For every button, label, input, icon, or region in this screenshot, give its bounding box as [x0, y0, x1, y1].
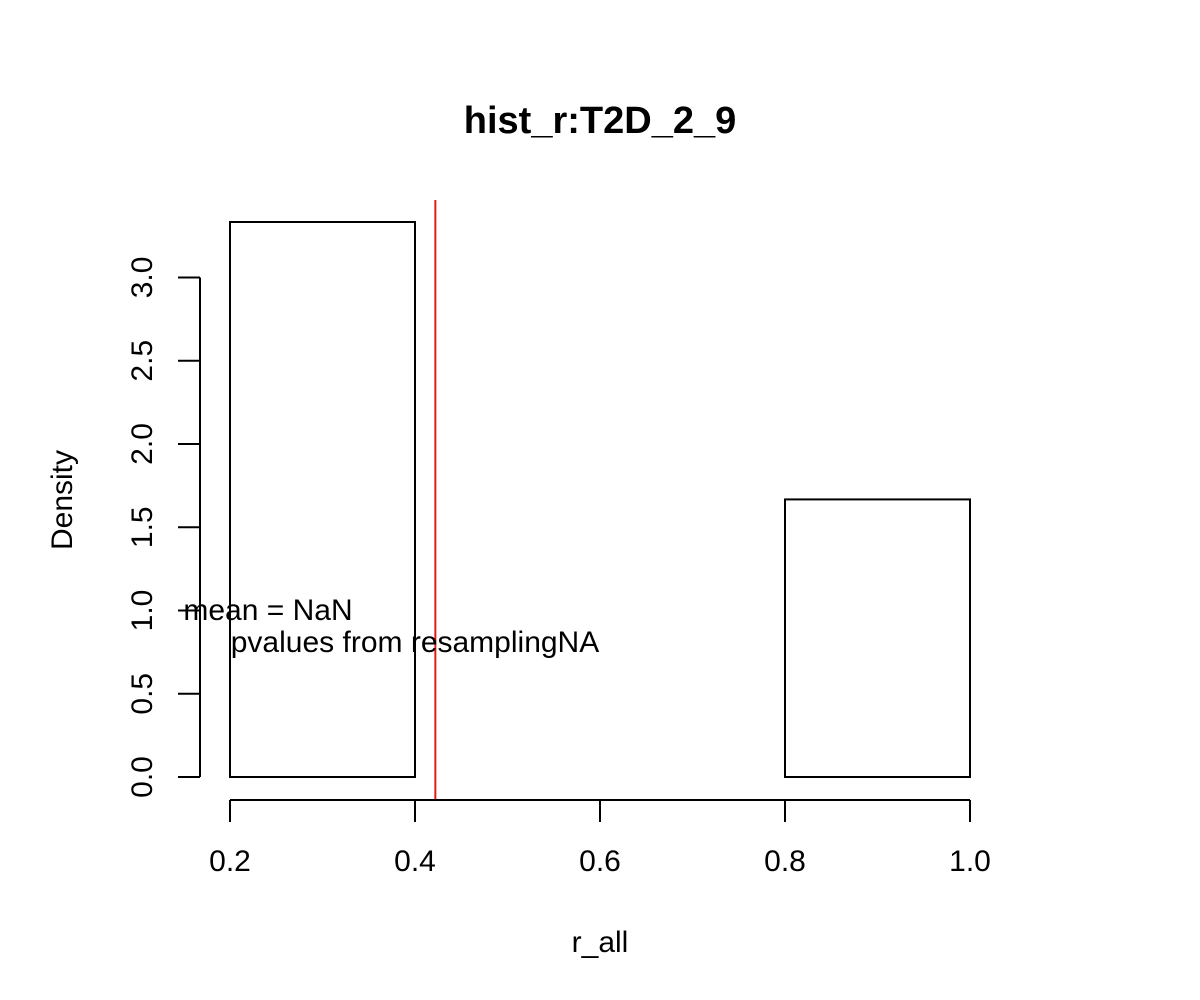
- x-tick-label: 0.8: [764, 845, 806, 878]
- y-axis: 0.0 0.5 1.0 1.5 2.0 2.5 3.0: [126, 257, 201, 798]
- y-axis-label: Density: [46, 450, 79, 550]
- x-axis: 0.2 0.4 0.6 0.8 1.0: [209, 799, 991, 878]
- x-tick-label: 0.2: [209, 845, 251, 878]
- y-tick-label: 0.0: [126, 756, 159, 798]
- y-tick-label: 2.0: [126, 423, 159, 465]
- annotation-text-0: mean = NaN: [183, 594, 352, 627]
- x-axis-label: r_all: [572, 926, 629, 959]
- y-tick-label: 2.5: [126, 340, 159, 382]
- x-tick-label: 0.6: [579, 845, 621, 878]
- x-tick-label: 1.0: [949, 845, 991, 878]
- histogram-bar-3: [784, 498, 971, 778]
- x-tick-label: 0.4: [394, 845, 436, 878]
- annotation-text-1: pvalues from resamplingNA: [231, 626, 599, 659]
- y-tick-label: 0.5: [126, 673, 159, 715]
- chart-title: hist_r:T2D_2_9: [464, 100, 736, 142]
- y-tick-label: 1.0: [126, 590, 159, 632]
- histogram-bar-0: [229, 221, 416, 778]
- y-tick-label: 3.0: [126, 257, 159, 299]
- histogram-bars: [229, 221, 971, 778]
- y-tick-label: 1.5: [126, 506, 159, 548]
